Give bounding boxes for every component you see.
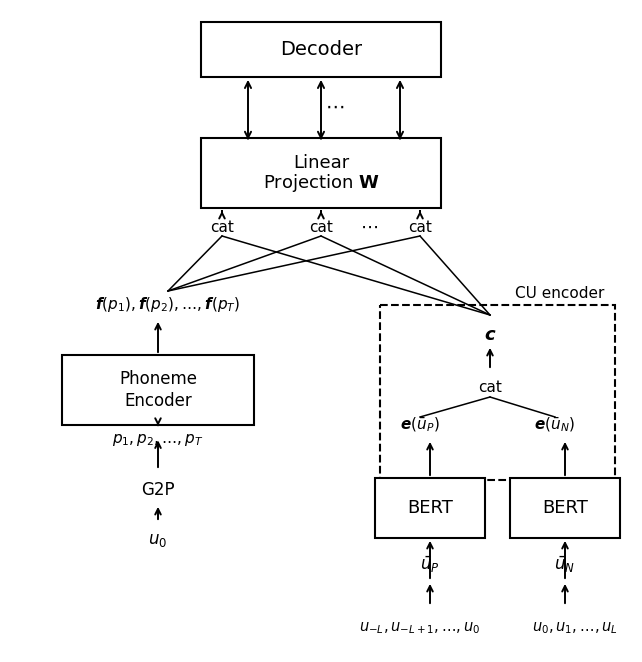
Text: cat: cat — [408, 220, 432, 236]
Bar — [201, 138, 441, 208]
Bar — [375, 478, 485, 538]
Text: $\boldsymbol{e}(\bar{u}_P)$: $\boldsymbol{e}(\bar{u}_P)$ — [400, 416, 440, 434]
Text: Decoder: Decoder — [280, 40, 362, 59]
Text: $u_0, u_1, \ldots, u_L$: $u_0, u_1, \ldots, u_L$ — [532, 620, 618, 636]
Text: BERT: BERT — [407, 499, 453, 517]
Bar — [380, 305, 615, 480]
Text: cat: cat — [309, 220, 333, 236]
Text: Encoder: Encoder — [124, 392, 192, 410]
Text: CU encoder: CU encoder — [516, 285, 605, 301]
Text: Linear: Linear — [293, 154, 349, 172]
Text: cat: cat — [478, 379, 502, 395]
Text: Phoneme: Phoneme — [119, 370, 197, 388]
Text: Projection $\mathbf{W}$: Projection $\mathbf{W}$ — [263, 172, 379, 194]
Text: ⋯: ⋯ — [326, 98, 346, 117]
Text: ⋯: ⋯ — [361, 219, 379, 237]
Text: $\boldsymbol{e}(\bar{u}_N)$: $\boldsymbol{e}(\bar{u}_N)$ — [534, 416, 576, 434]
Text: $\boldsymbol{c}$: $\boldsymbol{c}$ — [484, 326, 496, 344]
Bar — [510, 478, 620, 538]
Bar — [62, 355, 254, 425]
Text: cat: cat — [210, 220, 234, 236]
Text: $p_1, p_2, \ldots, p_T$: $p_1, p_2, \ldots, p_T$ — [112, 432, 204, 448]
Text: $u_{-L}, u_{-L+1}, \ldots, u_0$: $u_{-L}, u_{-L+1}, \ldots, u_0$ — [360, 620, 481, 636]
Text: G2P: G2P — [141, 481, 175, 499]
Bar — [201, 22, 441, 77]
Text: $u_0$: $u_0$ — [148, 531, 168, 549]
Text: BERT: BERT — [542, 499, 588, 517]
Text: $\boldsymbol{f}(p_1), \boldsymbol{f}(p_2), \ldots, \boldsymbol{f}(p_T)$: $\boldsymbol{f}(p_1), \boldsymbol{f}(p_2… — [95, 295, 241, 314]
Text: $\bar{u}_N$: $\bar{u}_N$ — [555, 555, 575, 575]
Text: $\bar{u}_P$: $\bar{u}_P$ — [420, 555, 440, 575]
